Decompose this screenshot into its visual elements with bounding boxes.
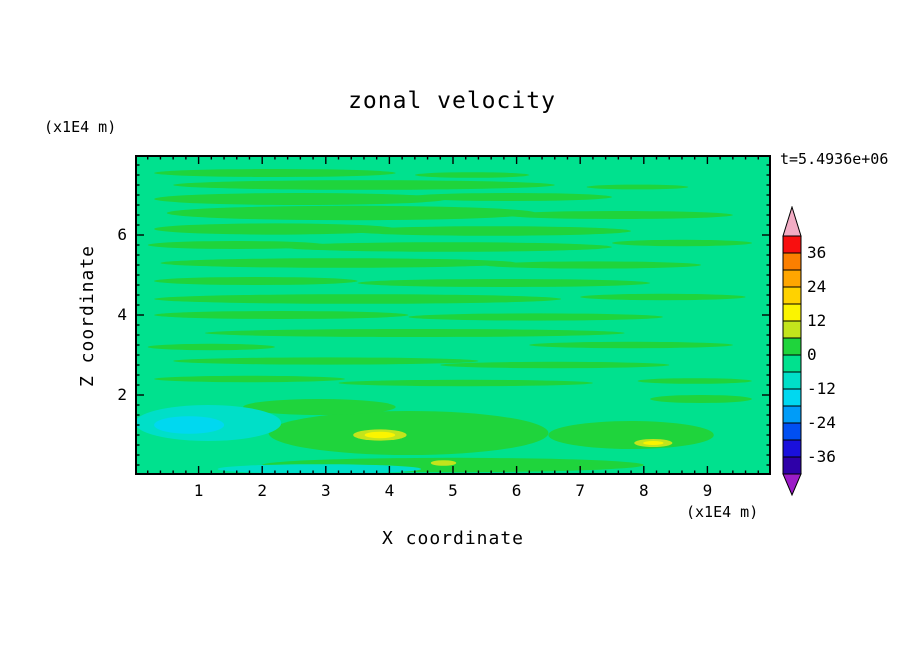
colorbar-segment — [782, 235, 802, 254]
positive-streak — [548, 421, 714, 449]
x-tick-label: 9 — [702, 481, 713, 500]
timestamp-label: t=5.4936e+06 — [780, 150, 889, 168]
colorbar-segment — [782, 337, 802, 356]
positive-streak — [580, 293, 746, 301]
warm-spot-core — [643, 441, 664, 445]
colorbar-segment — [782, 422, 802, 441]
colorbar-segment — [782, 388, 802, 407]
positive-streak — [154, 169, 396, 177]
positive-streak — [338, 379, 593, 387]
colorbar-segment — [782, 320, 802, 339]
positive-streak — [154, 277, 358, 285]
plot-frame — [135, 155, 771, 475]
colorbar-top-arrow — [782, 206, 802, 237]
colorbar-label: -36 — [807, 447, 836, 466]
colorbar-segment — [782, 354, 802, 373]
positive-streak — [154, 294, 562, 304]
positive-streak — [357, 279, 651, 287]
colorbar-segment — [782, 252, 802, 271]
positive-streak — [268, 411, 549, 455]
colorbar-segment — [782, 405, 802, 424]
x-tick-label: 7 — [575, 481, 585, 500]
x-axis-unit: (x1E4 m) — [686, 503, 759, 521]
y-axis-label: Z coordinate — [77, 244, 98, 388]
x-tick-label: 5 — [448, 481, 458, 500]
positive-streak — [154, 375, 345, 383]
cold-patch-outer — [217, 464, 422, 474]
x-tick-label: 1 — [193, 481, 204, 500]
colorbar-segment — [782, 269, 802, 288]
positive-streak — [173, 357, 479, 365]
positive-streak — [408, 193, 612, 201]
colorbar-segment — [782, 439, 802, 458]
positive-streak — [612, 239, 752, 247]
positive-streak — [586, 184, 689, 190]
positive-streak — [147, 343, 275, 351]
warm-spot-ring — [430, 460, 457, 466]
contour-plot — [135, 155, 771, 475]
positive-streak — [166, 205, 536, 221]
colorbar-segment — [782, 286, 802, 305]
colorbar-label: 24 — [807, 277, 827, 296]
positive-streak — [650, 395, 752, 403]
positive-streak — [243, 399, 396, 415]
positive-streak — [484, 261, 701, 269]
positive-streak — [351, 226, 632, 236]
positive-streak — [529, 341, 733, 349]
colorbar-label: 36 — [807, 243, 827, 262]
warm-spot-core — [364, 431, 396, 439]
positive-streak — [414, 172, 530, 178]
positive-streak — [154, 223, 396, 235]
field-layers — [135, 169, 752, 474]
colorbar-label: 12 — [807, 311, 827, 330]
positive-streak — [503, 211, 733, 219]
positive-streak — [408, 313, 663, 321]
colorbar-label: 0 — [807, 345, 817, 364]
positive-streak — [154, 193, 447, 205]
x-axis-label: X coordinate — [381, 528, 525, 549]
colorbar-label: -24 — [807, 413, 836, 432]
x-tick-label: 8 — [638, 481, 649, 500]
positive-streak — [160, 258, 517, 268]
chart-title: zonal velocity — [348, 88, 556, 114]
colorbar-segment — [782, 303, 802, 322]
x-tick-label: 6 — [511, 481, 522, 500]
y-axis-unit: (x1E4 m) — [44, 118, 117, 136]
colorbar-bottom-arrow — [782, 473, 802, 497]
positive-streak — [154, 311, 409, 319]
contour-field — [135, 155, 771, 475]
positive-streak — [440, 361, 670, 369]
y-tick-label: 2 — [117, 385, 127, 404]
colorbar — [782, 206, 802, 497]
y-tick-label: 6 — [117, 225, 127, 244]
positive-streak — [281, 242, 612, 252]
colorbar-segment — [782, 456, 802, 475]
x-tick-label: 2 — [257, 481, 267, 500]
positive-streak — [173, 180, 555, 190]
x-tick-label: 4 — [384, 481, 395, 500]
positive-streak — [637, 378, 752, 384]
y-tick-label: 4 — [117, 305, 127, 324]
cold-patch-inner — [154, 416, 225, 434]
positive-streak — [204, 329, 625, 337]
colorbar-label: -12 — [807, 379, 836, 398]
x-tick-label: 3 — [320, 481, 331, 500]
colorbar-segment — [782, 371, 802, 390]
